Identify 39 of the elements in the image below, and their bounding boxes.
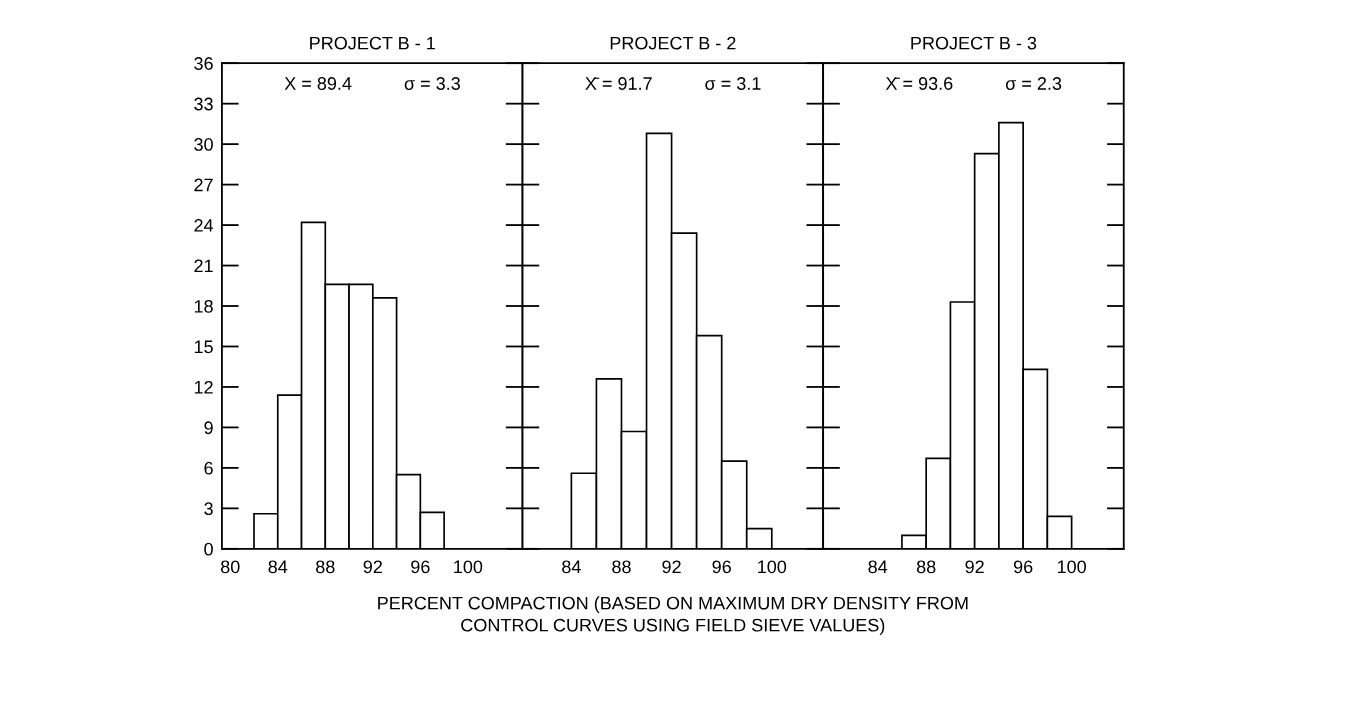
x-tick-label: 80 (220, 560, 240, 574)
x-tick-label: 88 (316, 560, 335, 574)
y-tick-label: 27 (194, 178, 213, 192)
y-tick-label: 24 (194, 219, 214, 232)
annotation: X̄ = 93.6 (885, 77, 953, 90)
y-tick-label: 33 (194, 97, 213, 111)
x-tick-label: 96 (411, 560, 430, 574)
x-tick-label: 88 (612, 560, 631, 574)
x-tick-label: 92 (965, 560, 984, 574)
annotation: σ = 2.3 (1005, 77, 1062, 90)
y-tick-label: 18 (194, 299, 213, 313)
y-tick-label: 21 (194, 259, 213, 273)
x-tick-label: 92 (662, 560, 681, 574)
x-tick-label: 84 (268, 560, 288, 574)
annotation: σ = 3.3 (404, 77, 460, 90)
y-tick-label: 0 (204, 542, 213, 556)
x-tick-label: 96 (1013, 560, 1033, 574)
chart-title: PROJECT B - 1 (310, 36, 435, 50)
annotation: X̄ = 91.7 (585, 77, 652, 90)
annotation: X = 89.4 (284, 77, 352, 90)
y-tick-label: 36 (194, 57, 213, 70)
y-tick-label: 12 (194, 380, 213, 394)
y-tick-label: 6 (204, 461, 213, 475)
x-tick-label: 100 (454, 560, 483, 574)
x-tick-label: 88 (916, 560, 936, 574)
y-tick-label: 15 (194, 340, 213, 354)
x-tick-label: 96 (712, 560, 731, 574)
chart-title: PROJECT B - 3 (911, 36, 1037, 50)
x-axis-title: PERCENT COMPACTION (BASED ON MAXIMUM DRY DENSITY FROM CONTROL CURVES USING FIELD SIEVE VALUES) (378, 596, 968, 636)
y-tick-label: 9 (204, 421, 213, 435)
x-tick-label: 92 (363, 560, 382, 574)
y-tick-label: 3 (204, 502, 213, 516)
x-tick-label: 100 (758, 560, 787, 574)
x-tick-label: 100 (1057, 560, 1086, 574)
x-tick-label: 84 (562, 560, 581, 574)
annotation: σ = 3.1 (705, 77, 761, 90)
chart-title: PROJECT B - 2 (610, 36, 736, 50)
x-tick-label: 84 (868, 560, 888, 574)
y-tick-label: 30 (194, 138, 213, 151)
